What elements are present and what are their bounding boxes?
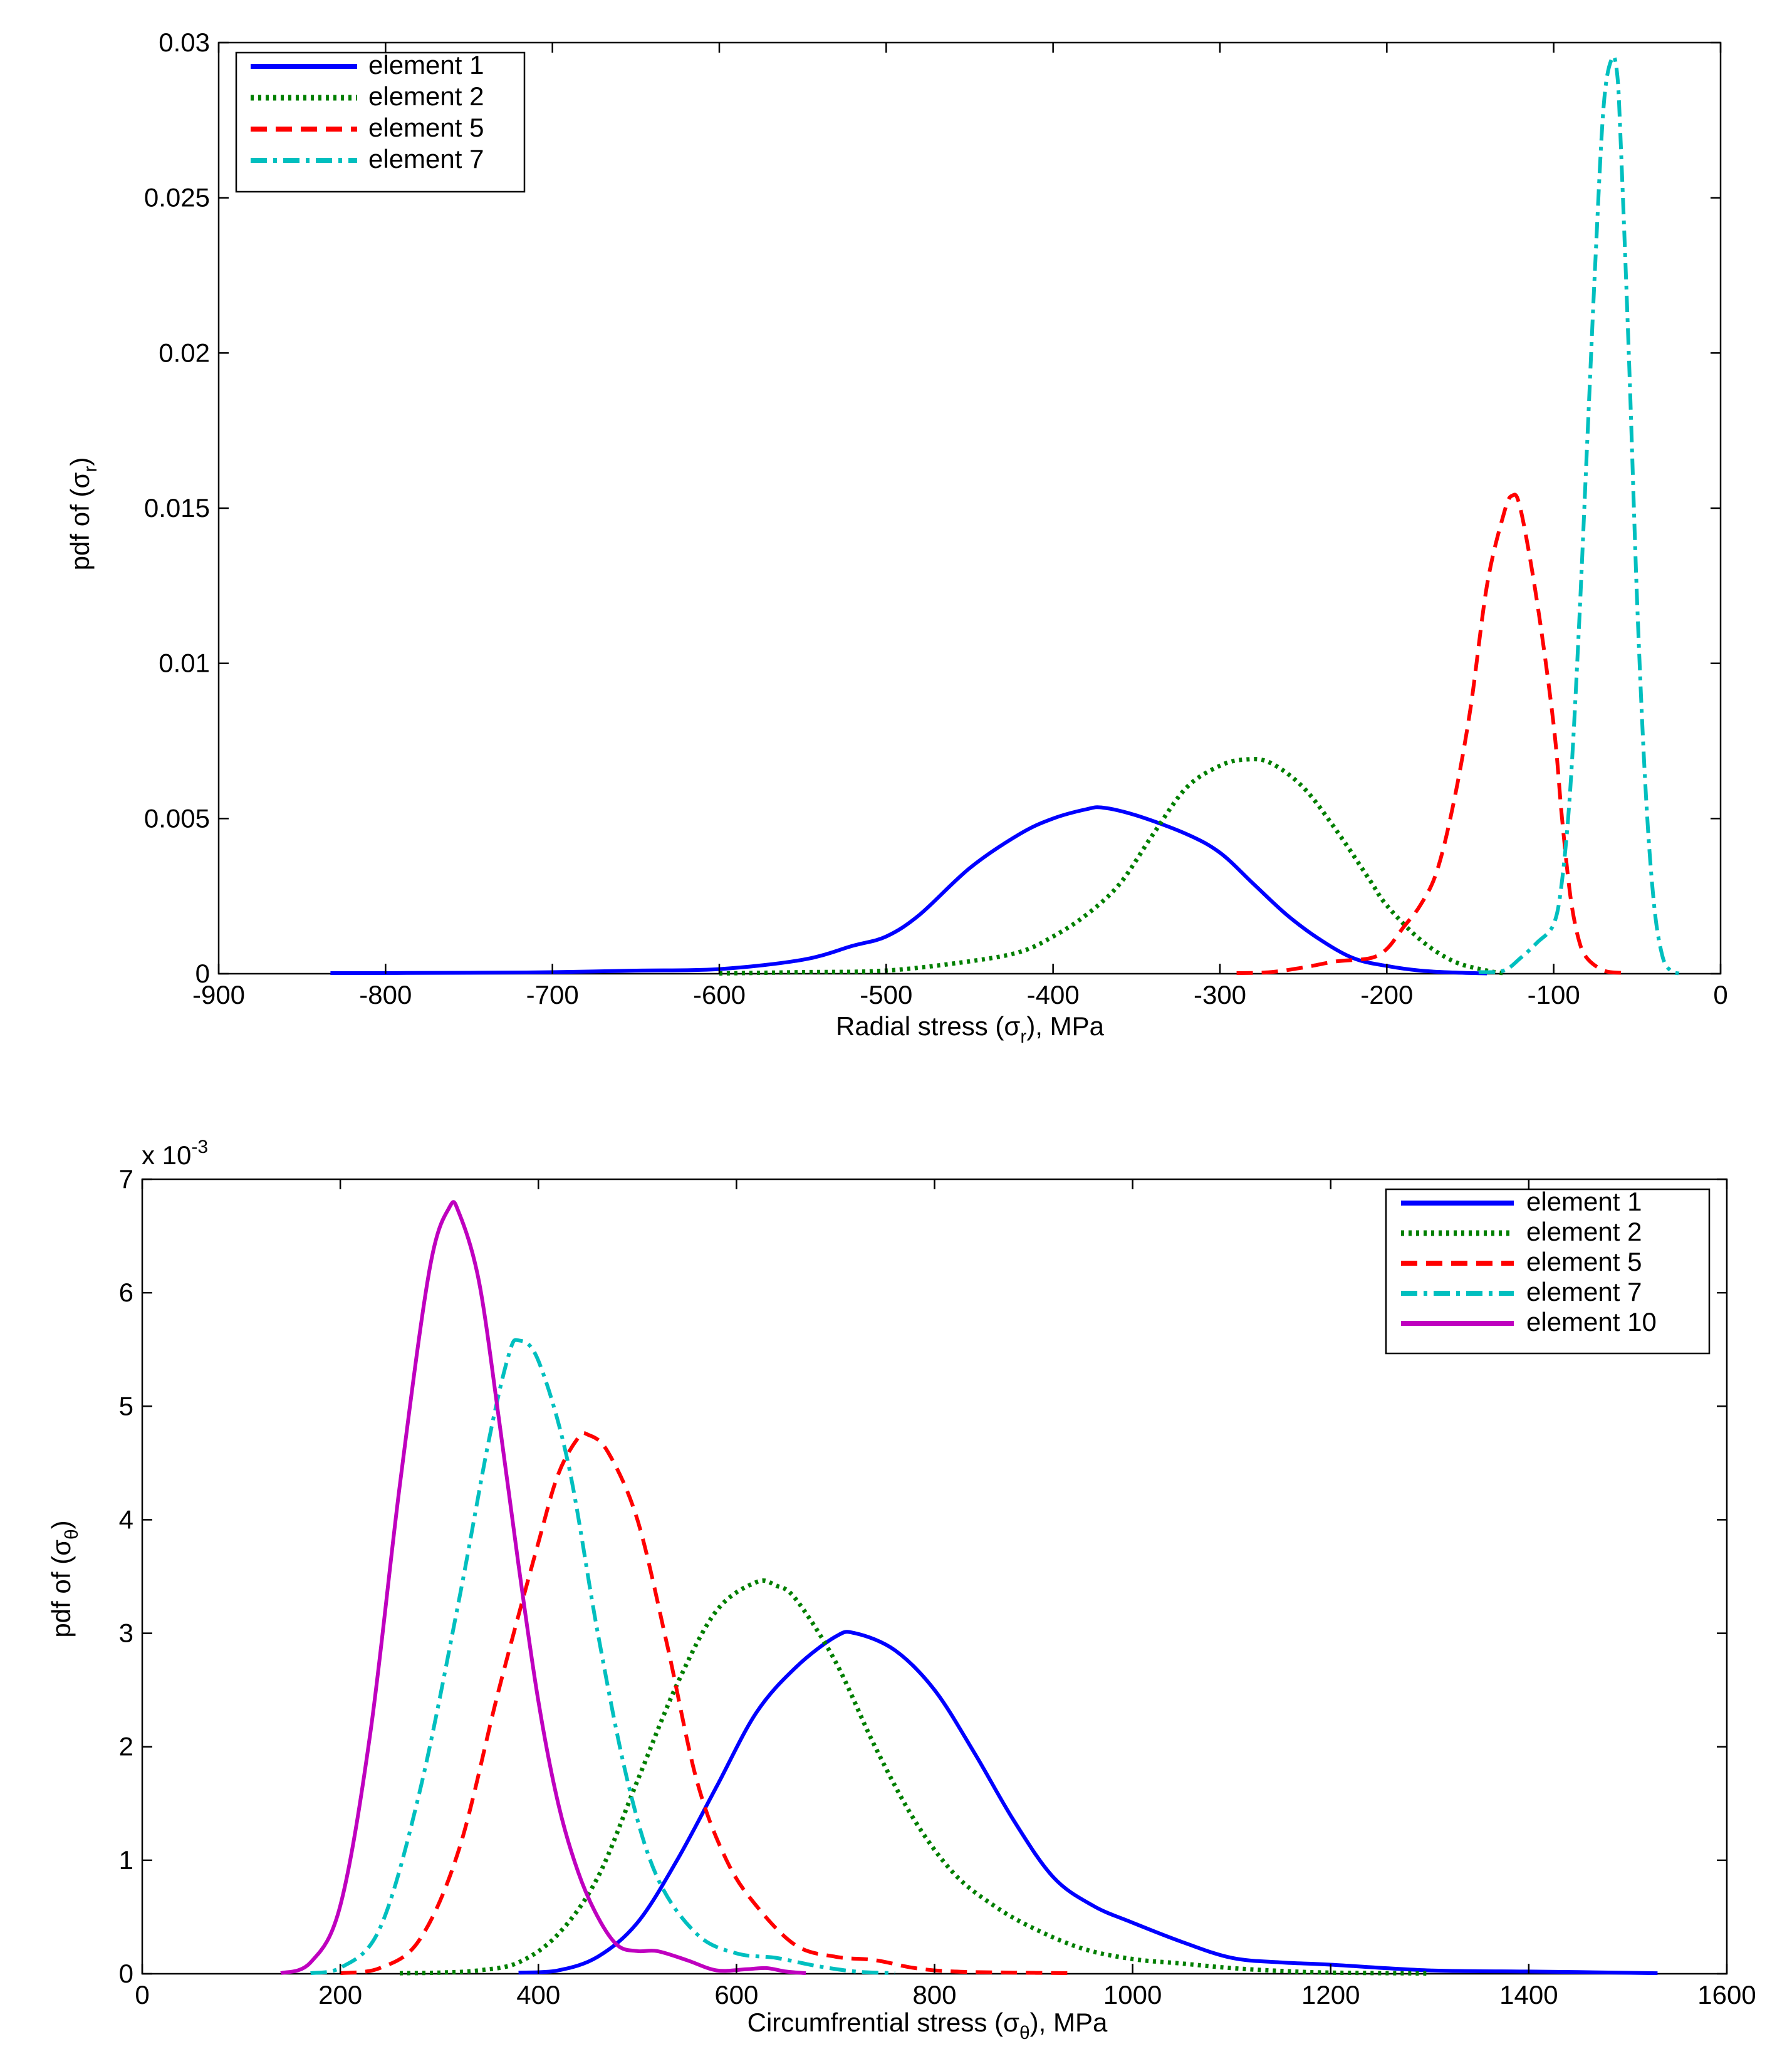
y-tick-label: 3 [119,1618,133,1648]
legend-label: element 7 [368,144,484,174]
series-line-element-1 [518,1630,1658,1976]
x-tick-label: -900 [192,980,245,1009]
x-tick-label: 1200 [1301,1980,1360,2009]
axis-ticks-radial: -900 -800 -700 -600 -500 -400 -300 -200 -100 0 0 0.… [144,28,1728,1009]
x-tick-label: -300 [1194,980,1246,1009]
x-tick-label: 0 [135,1980,149,2009]
y-tick-label: 0.005 [144,803,210,833]
y-tick-label: 0.015 [144,493,210,523]
legend-label: element 1 [368,50,484,80]
y-tick-label: 0.01 [159,649,210,678]
x-tick-label: 400 [516,1980,560,2009]
y-tick-label: 0.025 [144,183,210,212]
y-tick-label: 0 [119,1959,133,1988]
axes-box [217,41,1722,975]
series-line-element-7 [310,1338,895,1976]
x-tick-label: -100 [1528,980,1580,1009]
legend-label: element 5 [368,113,484,142]
y-tick-label: 7 [119,1164,133,1194]
plot-area-radial [217,41,1722,975]
x-tick-label: -400 [1027,980,1080,1009]
series-lines-circumferential [280,1200,1658,1976]
legend-label: element 5 [1526,1247,1642,1276]
y-tick-label: 0.03 [159,28,210,57]
y-tick-label: 1 [119,1845,133,1875]
x-tick-label: 800 [912,1980,956,2009]
y-tick-label: 0.02 [159,338,210,367]
legend-box [1385,1188,1711,1355]
chart-radial-stress: -900 -800 -700 -600 -500 -400 -300 -200 -100 0 0 0.… [65,28,1728,1047]
legend-label: element 1 [1526,1187,1642,1216]
legend-box [235,51,526,193]
legend-label: element 2 [1526,1217,1642,1246]
y-axis-label-radial: pdf of (σr) [65,457,101,571]
y-multiplier-label: x 10-3 [142,1137,208,1170]
x-tick-label: -800 [359,980,412,1009]
series-lines-radial [330,55,1680,976]
axis-ticks-circumferential: 0 200 400 600 800 1000 1200 1400 1600 0 1 2 3 4 5 6 7 [119,1164,1756,2009]
y-axis-label-circumferential: pdf of (σθ) [46,1520,82,1637]
series-line-element-1 [330,805,1487,976]
legend-label: element 10 [1526,1307,1657,1337]
legend-label: element 7 [1526,1277,1642,1306]
x-tick-label: 1000 [1103,1980,1162,2009]
x-tick-label: 200 [318,1980,362,2009]
x-tick-label: -200 [1360,980,1413,1009]
x-tick-label: -700 [526,980,579,1009]
x-tick-label: -600 [693,980,746,1009]
series-line-element-7 [1478,55,1680,976]
x-tick-label: 600 [714,1980,758,2009]
y-tick-label: 4 [119,1504,133,1534]
series-line-element-5 [1236,493,1629,976]
y-tick-label: 2 [119,1732,133,1761]
series-line-element-10 [280,1200,806,1976]
chart-circumferential-stress: 0 200 400 600 800 1000 1200 1400 1600 0 1 2 3 4 5 6 7 x … [46,1137,1756,2043]
x-tick-label: 1600 [1697,1980,1756,2009]
x-tick-label: 0 [1713,980,1727,1009]
y-tick-label: 6 [119,1278,133,1307]
x-tick-label: 1400 [1499,1980,1558,2009]
legend-label: element 2 [368,81,484,111]
y-tick-label: 5 [119,1391,133,1420]
x-tick-label: -500 [860,980,912,1009]
x-axis-label-radial: Radial stress (σr), MPa [836,1011,1105,1047]
y-tick-label: 0 [195,959,210,988]
x-axis-label-circumferential: Circumfrential stress (σθ), MPa [748,2008,1108,2043]
